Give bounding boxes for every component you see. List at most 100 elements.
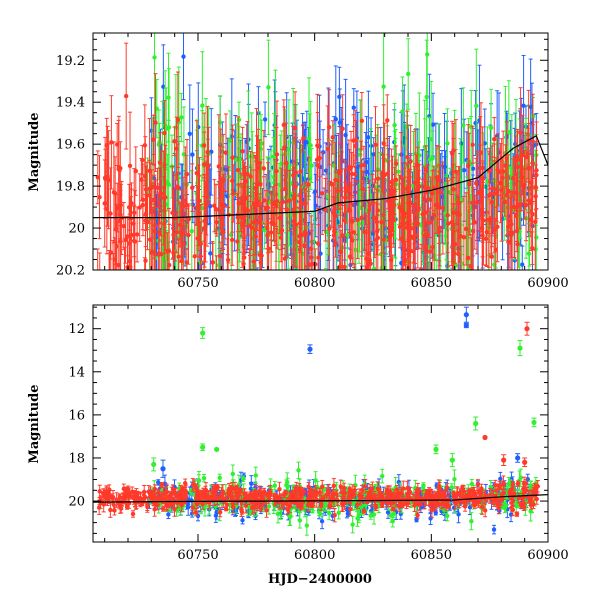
data-point [272, 159, 277, 247]
data-point [279, 190, 285, 270]
data-point [282, 244, 288, 270]
data-point [493, 493, 498, 499]
data-point [428, 80, 434, 198]
bottom-y-tick-label: 18 [68, 451, 85, 466]
outlier-point [449, 453, 455, 468]
data-point [319, 151, 325, 235]
data-point [255, 267, 260, 270]
data-point [133, 146, 139, 196]
data-point [261, 129, 267, 207]
data-point [152, 207, 157, 256]
data-point [158, 281, 162, 316]
data-point [474, 48, 479, 163]
data-point [345, 168, 351, 212]
data-point [248, 255, 253, 270]
data-point [364, 229, 369, 270]
data-point [446, 261, 451, 270]
data-point [333, 228, 338, 258]
data-point [179, 217, 184, 270]
data-point [102, 136, 108, 219]
data-point [352, 263, 357, 270]
data-point [152, 33, 157, 118]
data-point [310, 223, 315, 270]
data-point [433, 495, 439, 501]
data-point [478, 144, 483, 240]
data-point [434, 258, 439, 270]
top-x-tick-label: 60750 [177, 276, 218, 291]
data-point [520, 245, 525, 270]
data-point [196, 474, 202, 487]
data-point [241, 475, 246, 482]
data-point [323, 177, 328, 242]
outlier-point [463, 306, 469, 323]
data-point [469, 512, 474, 531]
data-point [453, 119, 459, 225]
data-point [467, 132, 472, 236]
data-point [415, 488, 421, 494]
top-x-tick-label: 60900 [527, 276, 568, 291]
data-point [425, 33, 430, 110]
data-point [301, 123, 306, 153]
data-point [392, 343, 396, 413]
data-point [262, 101, 268, 138]
outlier-point [307, 344, 313, 354]
data-point [192, 206, 197, 270]
data-point [153, 73, 158, 172]
data-point [95, 150, 101, 205]
data-point [366, 212, 371, 270]
bottom-panel: 60750 60800 60850 60900 12 14 16 18 20 Magnitude… [27, 304, 569, 587]
data-point [351, 286, 355, 390]
top-y-tick-label: 19.4 [56, 96, 85, 111]
data-point [236, 101, 242, 138]
data-point [194, 120, 199, 226]
data-point [201, 473, 207, 483]
outlier-point [501, 454, 507, 467]
data-point [342, 168, 347, 270]
data-point [371, 272, 375, 313]
data-point [122, 246, 127, 270]
data-point [297, 512, 303, 529]
data-point [373, 106, 378, 184]
data-point [107, 250, 112, 270]
data-point [327, 503, 332, 509]
data-point [514, 511, 520, 517]
data-point [121, 201, 126, 251]
data-point [123, 216, 128, 264]
data-point [272, 493, 277, 499]
bottom-x-tick-label: 60900 [527, 548, 568, 563]
data-point [474, 150, 480, 255]
data-point [513, 135, 519, 186]
data-point [210, 242, 216, 270]
data-point [184, 248, 190, 270]
top-data-points [95, 33, 539, 413]
data-point [379, 173, 384, 270]
data-point [95, 248, 100, 270]
data-point [361, 508, 367, 514]
data-point [518, 468, 524, 487]
data-point [201, 260, 206, 270]
data-point [179, 92, 184, 143]
data-point [282, 106, 287, 189]
data-point [304, 515, 310, 536]
data-point [142, 104, 148, 187]
bottom-data-points [96, 306, 541, 536]
top-axis-ticks: 60750 60800 60850 60900 19.2 19.4 19.6 19.8 20 20… [56, 33, 569, 291]
bottom-x-tick-label: 60850 [411, 548, 452, 563]
data-point [176, 66, 181, 178]
data-point [268, 293, 272, 369]
data-point [491, 524, 497, 535]
data-point [323, 142, 329, 199]
data-point [253, 466, 258, 485]
top-panel: 60750 60800 60850 60900 19.2 19.4 19.6 19.8 20 20… [27, 32, 569, 413]
data-point [283, 122, 289, 204]
data-point [151, 114, 156, 165]
bottom-x-tick-label: 60800 [294, 548, 335, 563]
data-point [470, 125, 475, 164]
data-point [167, 305, 171, 384]
data-point [297, 195, 302, 270]
data-point [235, 192, 240, 270]
data-point [296, 461, 301, 479]
top-y-tick-label: 20.2 [56, 264, 85, 279]
data-point [452, 469, 457, 489]
